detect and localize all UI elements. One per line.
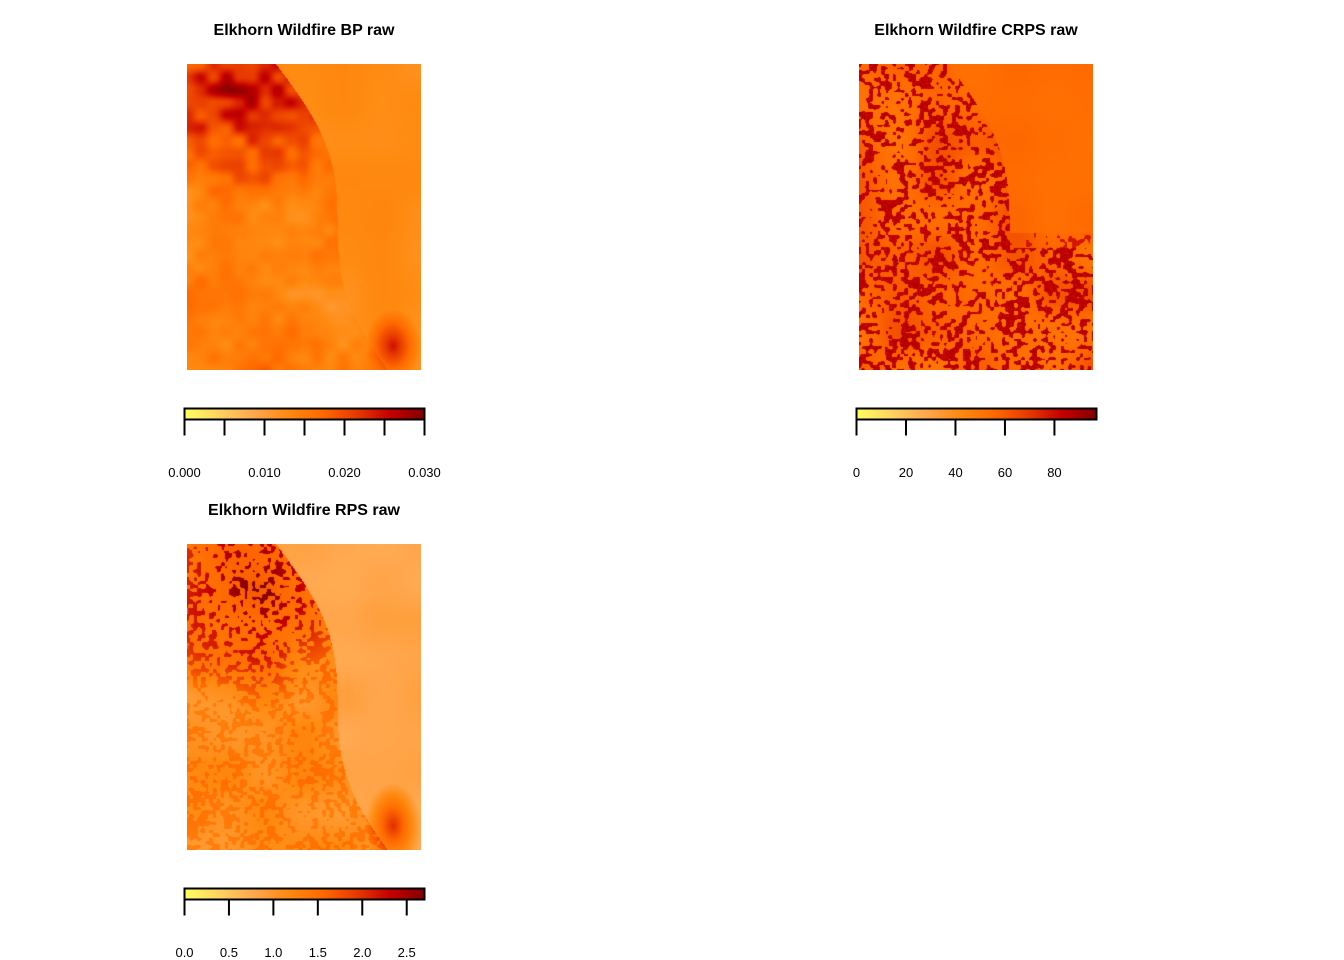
- raster-map: [187, 544, 421, 850]
- legend-tick-label: 0.000: [168, 465, 201, 480]
- map-title: Elkhorn Wildfire BP raw: [213, 22, 395, 39]
- color-legend: [183, 407, 426, 436]
- legend-tick-label: 0.5: [219, 945, 238, 960]
- legend-color-bar: [855, 407, 1098, 421]
- legend-tick-label: 40: [948, 465, 963, 480]
- legend-tick-label: 1.0: [264, 945, 283, 960]
- legend-tick-label: 20: [898, 465, 914, 480]
- legend-tick-label: 2.5: [397, 945, 416, 960]
- color-legend: [855, 407, 1098, 436]
- legend-tick-label: 80: [1047, 465, 1062, 480]
- raster-map: [187, 64, 421, 370]
- legend-tick-label: 1.5: [308, 945, 327, 960]
- color-legend: [183, 887, 426, 916]
- legend-tick-label: 60: [997, 465, 1013, 480]
- legend-tick-label: 0.0: [175, 945, 194, 960]
- raster-map: [859, 64, 1093, 370]
- legend-color-bar: [183, 407, 426, 421]
- legend-tick-label: 0.030: [408, 465, 441, 480]
- legend-color-bar: [183, 887, 426, 901]
- legend-tick-label: 0.020: [328, 465, 361, 480]
- legend-tick-label: 0: [852, 465, 861, 480]
- map-title: Elkhorn Wildfire RPS raw: [208, 502, 400, 519]
- legend-tick-label: 2.0: [353, 945, 372, 960]
- map-title: Elkhorn Wildfire CRPS raw: [874, 22, 1078, 39]
- legend-tick-label: 0.010: [248, 465, 281, 480]
